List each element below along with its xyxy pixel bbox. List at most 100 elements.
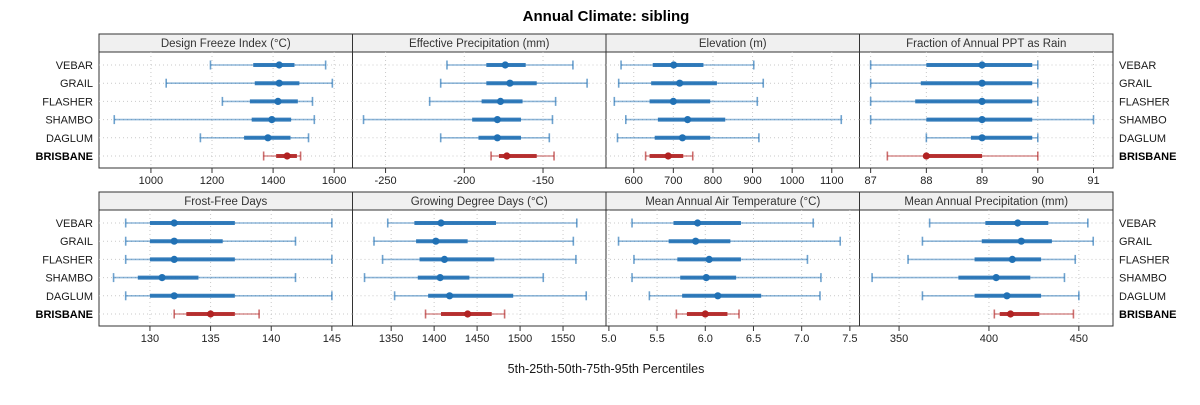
series-label-right-daglum: DAGLUM [1119, 133, 1166, 145]
axis-tick-label: 1200 [200, 175, 224, 187]
series-label-left-daglum: DAGLUM [46, 291, 93, 303]
series-label-left-flasher: FLASHER [42, 96, 93, 108]
panel-box [605, 51, 860, 169]
panel-title: Growing Degree Days (°C) [411, 196, 548, 208]
median-dot [714, 292, 722, 300]
axis-tick-label: 90 [1032, 175, 1044, 187]
panel-title: Design Freeze Index (°C) [161, 38, 291, 50]
median-dot [501, 61, 509, 69]
series-label-left-grail: GRAIL [60, 78, 93, 90]
series-label-left-vebar: VEBAR [56, 60, 93, 72]
panel-title: Elevation (m) [699, 38, 767, 50]
median-dot [506, 79, 514, 87]
axis-tick-label: 5.0 [601, 333, 616, 345]
series-label-left-shambo: SHAMBO [45, 115, 93, 127]
median-dot [268, 116, 276, 124]
median-dot [693, 219, 702, 227]
median-dot [170, 219, 178, 227]
panel-2: Elevation (m) 600 700 800 900 1000 1100 [605, 33, 860, 187]
median-dot [978, 97, 986, 105]
axis-tick-label: 1000 [780, 175, 804, 187]
median-dot [170, 255, 178, 263]
axis-tick-label: 5.5 [649, 333, 664, 345]
x-axis-caption: 5th-25th-50th-75th-95th Percentiles [508, 362, 705, 376]
axis-tick-label: 140 [262, 333, 280, 345]
median-dot [978, 134, 986, 142]
median-dot [1014, 219, 1022, 227]
axis-tick-label: 1500 [508, 333, 532, 345]
median-dot [922, 152, 930, 160]
series-label-left-vebar: VEBAR [56, 218, 93, 230]
series-label-right-flasher: FLASHER [1119, 96, 1170, 108]
panel-box [98, 51, 353, 169]
median-dot [275, 79, 283, 87]
median-dot [1008, 255, 1016, 263]
axis-tick-label: 88 [920, 175, 932, 187]
median-dot [496, 97, 505, 105]
median-dot [978, 79, 986, 87]
median-dot [464, 310, 472, 318]
panel-6: Mean Annual Air Temperature (°C) 5.0 5.5 6.… [601, 191, 860, 345]
axis-tick-label: -200 [453, 175, 475, 187]
median-dot [206, 310, 215, 318]
median-dot [664, 152, 672, 160]
median-dot [436, 274, 444, 282]
panel-5: Growing Degree Days (°C) 1350 1400 1450 1500… [352, 191, 607, 345]
panel-box [352, 209, 607, 327]
median-dot [283, 152, 291, 160]
axis-tick-label: 1400 [422, 333, 446, 345]
panel-box [859, 51, 1114, 169]
median-dot [446, 292, 454, 300]
series-label-right-brisbane: BRISBANE [1119, 309, 1176, 321]
panel-4: Frost-Free Days 130 135 140 145 [98, 191, 353, 345]
panel-3: Fraction of Annual PPT as Rain 87 88 89 90 91 [859, 33, 1114, 187]
median-dot [264, 134, 272, 142]
axis-tick-label: 450 [1070, 333, 1088, 345]
axis-tick-label: 135 [201, 333, 219, 345]
median-dot [670, 61, 678, 69]
panel-0: Design Freeze Index (°C) 1000 1200 1400 1600 [98, 33, 353, 187]
axis-tick-label: 1350 [379, 333, 403, 345]
series-label-left-flasher: FLASHER [42, 254, 93, 266]
axis-tick-label: 800 [704, 175, 722, 187]
median-dot [702, 274, 710, 282]
panel-box [605, 209, 860, 327]
series-label-right-grail: GRAIL [1119, 78, 1152, 90]
axis-tick-label: 600 [625, 175, 643, 187]
axis-tick-label: 89 [976, 175, 988, 187]
series-label-right-grail: GRAIL [1119, 236, 1152, 248]
median-dot [158, 274, 166, 282]
median-dot [503, 152, 511, 160]
median-dot [705, 255, 713, 263]
median-dot [275, 61, 283, 69]
series-label-right-shambo: SHAMBO [1119, 115, 1167, 127]
axis-tick-label: 1550 [551, 333, 575, 345]
median-dot [678, 134, 687, 142]
median-dot [1017, 237, 1025, 245]
series-label-left-brisbane: BRISBANE [36, 309, 93, 321]
axis-tick-label: 6.5 [746, 333, 761, 345]
axis-tick-label: 350 [890, 333, 908, 345]
axis-tick-label: 1400 [261, 175, 285, 187]
panels-layer: Design Freeze Index (°C) 1000 1200 1400 1600… [98, 33, 1114, 345]
median-dot [493, 116, 501, 124]
series-label-right-brisbane: BRISBANE [1119, 151, 1176, 163]
series-label-right-vebar: VEBAR [1119, 60, 1156, 72]
series-label-right-vebar: VEBAR [1119, 218, 1156, 230]
median-dot [170, 292, 178, 300]
axis-tick-label: 1450 [465, 333, 489, 345]
median-dot [440, 255, 449, 263]
median-dot [683, 116, 692, 124]
series-label-left-grail: GRAIL [60, 236, 93, 248]
median-dot [701, 310, 709, 318]
axis-tick-label: 1600 [322, 175, 346, 187]
axis-tick-label: 7.0 [794, 333, 809, 345]
median-dot [978, 116, 986, 124]
panel-title: Effective Precipitation (mm) [409, 38, 550, 50]
axis-tick-label: 1000 [139, 175, 163, 187]
axis-tick-label: 145 [323, 333, 341, 345]
panel-title: Mean Annual Air Temperature (°C) [645, 196, 820, 208]
chart-title: Annual Climate: sibling [523, 8, 690, 25]
median-dot [437, 219, 445, 227]
